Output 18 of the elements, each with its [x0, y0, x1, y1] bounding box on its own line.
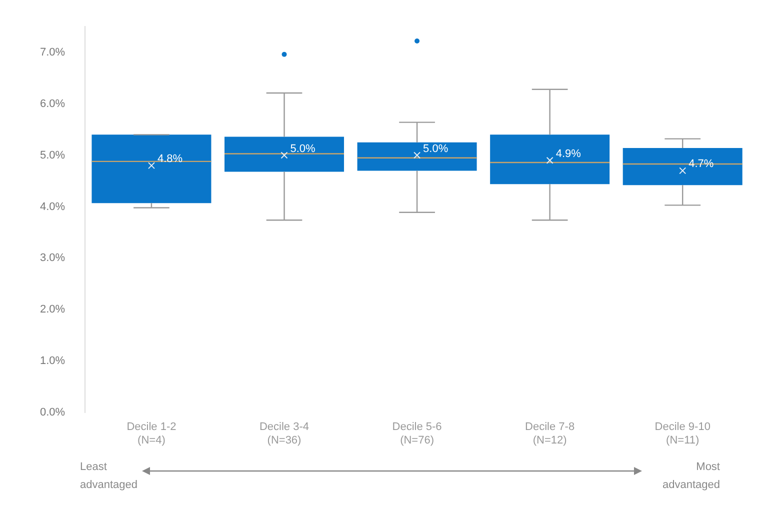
x-tick-label: Decile 1-2 (N=4): [126, 421, 176, 446]
y-tick-label: 5.0%: [40, 149, 66, 162]
y-tick-label: 7.0%: [40, 46, 66, 58]
text: 5.0%: [423, 142, 448, 155]
x-tick-label: Decile 3-4 (N=36): [259, 421, 310, 446]
y-tick-label: 3.0%: [40, 252, 66, 264]
text: Least advantaged: [80, 460, 138, 493]
x-tick-label: Decile 5-6 (N=76): [392, 421, 442, 446]
text: 5.0%: [290, 142, 316, 155]
x-tick-label: Decile 9-10 (N=11): [654, 421, 710, 446]
x-tick-label: Decile 7-8 (N=12): [525, 421, 575, 446]
text: 4.9%: [556, 148, 581, 160]
y-tick-label: 6.0%: [40, 98, 66, 110]
y-tick-label: 0.0%: [40, 406, 66, 419]
y-tick-label: 1.0%: [40, 355, 66, 368]
y-tick-label: 2.0%: [40, 304, 66, 316]
text: Most advantaged: [662, 460, 720, 493]
y-tick-label: 4.0%: [40, 200, 66, 213]
